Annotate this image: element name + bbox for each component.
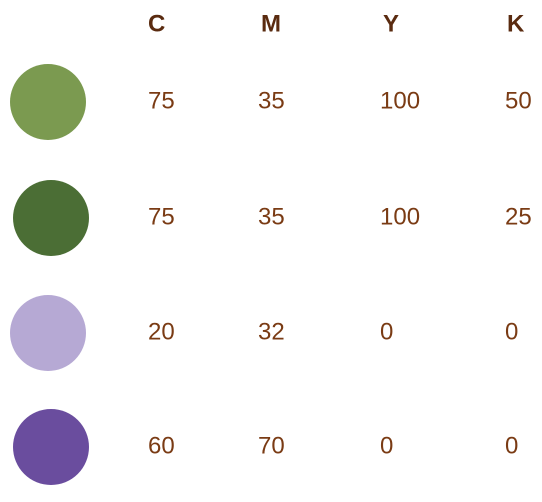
cell-value: 32 <box>258 318 285 345</box>
cell-value: 75 <box>148 87 175 114</box>
color-swatch <box>13 180 89 256</box>
cell-value: 100 <box>380 203 420 230</box>
cell-value: 0 <box>380 318 393 345</box>
cell-value: 50 <box>505 87 532 114</box>
color-swatch <box>13 409 89 485</box>
cell-value: 0 <box>505 318 518 345</box>
cell-value: 60 <box>148 432 175 459</box>
column-header: K <box>507 10 525 37</box>
cell-value: 100 <box>380 87 420 114</box>
cell-value: 35 <box>258 87 285 114</box>
cell-value: 35 <box>258 203 285 230</box>
cell-value: 70 <box>258 432 285 459</box>
column-header: M <box>261 10 281 37</box>
column-header: Y <box>383 10 399 37</box>
column-header: C <box>148 10 165 37</box>
cell-value: 0 <box>505 432 518 459</box>
cell-value: 0 <box>380 432 393 459</box>
color-swatch <box>10 295 86 371</box>
color-swatch <box>10 64 86 140</box>
cell-value: 75 <box>148 203 175 230</box>
cell-value: 20 <box>148 318 175 345</box>
cell-value: 25 <box>505 203 532 230</box>
